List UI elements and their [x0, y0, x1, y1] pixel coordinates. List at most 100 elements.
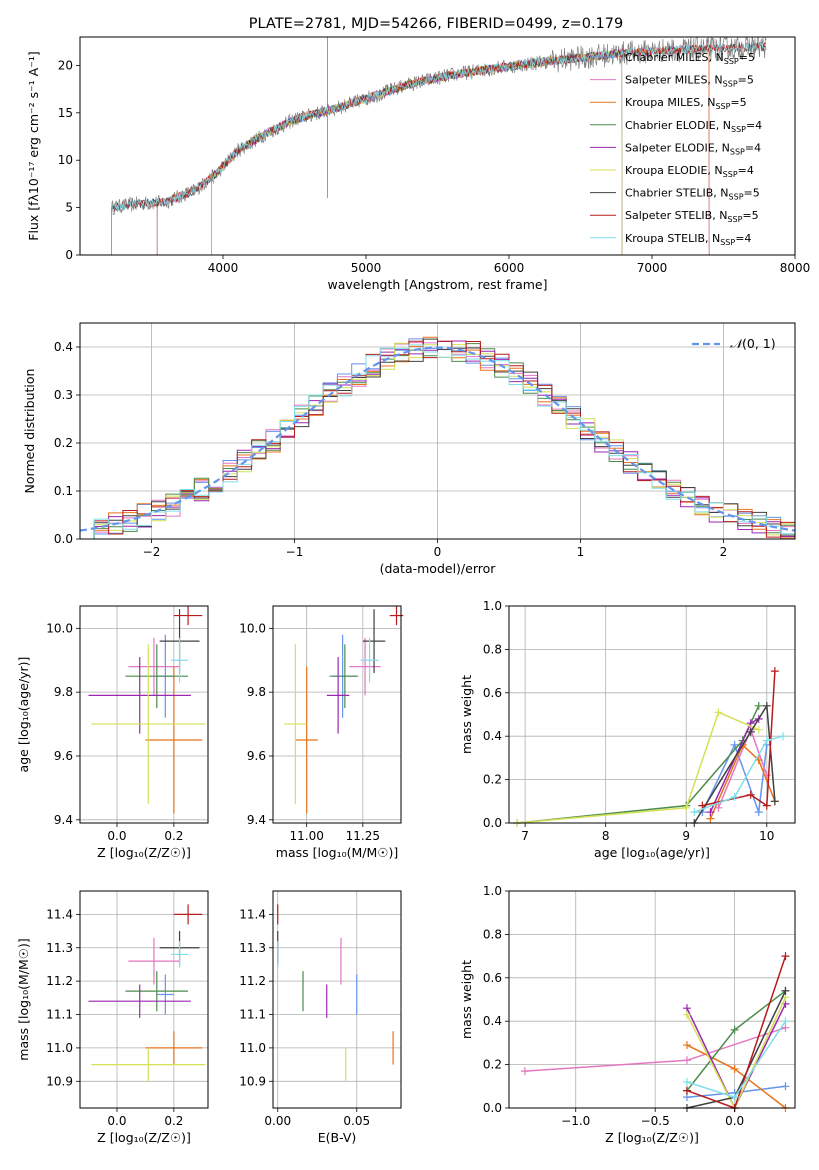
y-tick-label: 0.8 [483, 927, 502, 941]
x-axis-label: age [log₁₀(age/yr)] [594, 845, 710, 860]
x-tick-label: 0.2 [164, 1114, 183, 1128]
legend-label: Salpeter STELIB, NSSP=5 [625, 209, 759, 224]
residual-histogram [80, 344, 795, 540]
y-tick-label: 10.0 [46, 621, 73, 635]
x-tick-label: 11.00 [290, 829, 324, 843]
x-tick-label: 9 [682, 829, 690, 843]
x-axis-label: Z [log₁₀(Z/Z☉)] [605, 1130, 699, 1145]
legend-label: Chabrier ELODIE, NSSP=4 [625, 119, 762, 134]
y-tick-label: 0.2 [54, 436, 73, 450]
residuals-panel: −2 −1 0 1 2 0.0 0.1 0.2 0.3 0.4 (data-model)/error… [22, 322, 796, 576]
mass-weight-line [694, 735, 784, 813]
errorbar-point [171, 637, 189, 683]
y-tick-label: 10.0 [239, 621, 266, 635]
x-axis-label: (data-model)/error [380, 561, 497, 576]
y-tick-label: 9.4 [247, 813, 266, 827]
y-tick-label: 0.6 [483, 686, 502, 700]
mass-weight-marker [682, 1010, 691, 1019]
errorbar-point [145, 1031, 203, 1065]
y-axis-label: Normed distribution [22, 369, 37, 494]
y-tick-label: 11.3 [46, 941, 73, 955]
x-axis-label: Z [log₁₀(Z/Z☉)] [97, 1130, 191, 1145]
mass-weight-marker [781, 952, 790, 961]
x-axis-label: wavelength [Angstrom, rest frame] [327, 277, 547, 292]
errorbar-point [156, 974, 174, 1015]
mass-weight-marker [781, 1082, 790, 1091]
errorbar-point [284, 644, 307, 804]
y-tick-label: 11.3 [239, 941, 266, 955]
legend-label: Salpeter MILES, NSSP=5 [625, 74, 754, 89]
mass-weight-line [709, 743, 776, 819]
mass-weight-line [693, 703, 776, 824]
mass-weight-marker [682, 1086, 691, 1095]
x-tick-label: 11.25 [346, 829, 380, 843]
mass-vs-Z-panel: 0.0 0.2 10.9 11.0 11.1 11.2 11.3 11.4 Z [log₁₀(Z… [16, 890, 209, 1145]
errorbar-point [128, 637, 180, 696]
mass-weight-marker [781, 1017, 790, 1026]
axes-frame [272, 890, 402, 1109]
y-tick-label: 20 [58, 58, 73, 72]
age-vs-Z-panel: 0.0 0.2 9.4 9.6 9.8 10.0 Z [log₁₀(Z/Z☉)] age [l… [16, 605, 209, 860]
mass-weight-vs-age-panel: 7 8 9 10 0.0 0.2 0.4 0.6 0.8 1.0 age [log₁₀(age/yr… [459, 599, 796, 860]
x-tick-label: 0.2 [164, 829, 183, 843]
mass-weight-marker [690, 808, 699, 817]
mass-weight-marker [730, 1093, 739, 1102]
errorbar-point [171, 941, 189, 968]
errorbar-point [91, 1047, 206, 1082]
x-tick-label: 0.0 [107, 829, 126, 843]
x-tick-label: 0 [434, 545, 442, 559]
errorbar-point [349, 637, 381, 696]
mass-weight-line [701, 742, 768, 813]
x-axis-label: mass [log₁₀(M/M☉)] [276, 845, 398, 860]
x-tick-label: 5000 [351, 261, 382, 275]
y-tick-label: 0.0 [483, 816, 502, 830]
axes-frame [79, 890, 209, 1109]
mass-weight-marker [682, 803, 691, 812]
y-tick-label: 0.2 [483, 773, 502, 787]
errorbar-point [88, 657, 191, 734]
mass-weight-marker [754, 725, 763, 734]
x-tick-label: 1 [577, 545, 585, 559]
axes-frame [79, 36, 796, 256]
y-tick-label: 0 [65, 248, 73, 262]
y-tick-label: 9.6 [54, 749, 73, 763]
legend-label: Chabrier MILES, NSSP=5 [625, 51, 755, 66]
y-tick-label: 0.1 [54, 484, 73, 498]
y-tick-label: 9.8 [54, 685, 73, 699]
y-tick-label: 0.0 [483, 1101, 502, 1115]
y-tick-label: 1.0 [483, 599, 502, 613]
y-tick-label: 5 [65, 201, 73, 215]
residual-histogram [80, 340, 795, 540]
y-tick-label: 1.0 [483, 884, 502, 898]
y-tick-label: 11.1 [46, 1008, 73, 1022]
x-tick-label: 8000 [780, 261, 811, 275]
mass-weight-marker [762, 701, 771, 710]
x-tick-label: 7 [521, 829, 529, 843]
y-tick-label: 0.6 [483, 971, 502, 985]
errorbar-point [173, 904, 203, 925]
y-tick-label: 0.3 [54, 388, 73, 402]
errorbar-point [360, 637, 379, 683]
y-axis-label: mass weight [459, 675, 474, 754]
mass-weight-marker [730, 1025, 739, 1034]
mass-weight-marker [754, 808, 763, 817]
mass-weight-marker [746, 790, 755, 799]
legend-label: Kroupa ELODIE, NSSP=4 [625, 164, 754, 179]
spectrum-panel: 4000 5000 6000 7000 8000 0 5 10 15 20 wavelength [… [26, 36, 811, 292]
mass-weight-marker [762, 736, 771, 745]
y-tick-label: 0.2 [483, 1058, 502, 1072]
spectrum-legend: Chabrier MILES, NSSP=5 Salpeter MILES, NS… [590, 51, 762, 247]
x-tick-label: 8 [602, 829, 610, 843]
legend-label: Chabrier STELIB, NSSP=5 [625, 187, 760, 202]
y-tick-label: 10.9 [46, 1074, 73, 1088]
errorbar-point [91, 644, 206, 804]
figure-title: PLATE=2781, MJD=54266, FIBERID=0499, z=0… [249, 16, 623, 32]
mass-weight-marker [706, 808, 715, 817]
legend-label: Kroupa MILES, NSSP=5 [625, 96, 747, 111]
y-axis-label: mass weight [459, 960, 474, 1039]
x-tick-label: 6000 [494, 261, 525, 275]
mass-vs-ebv-panel: 0.00 0.05 10.9 11.0 11.1 11.2 11.3 11.4 E(B-V) [239, 890, 402, 1145]
y-axis-label: mass [log₁₀(M/M☉)] [16, 938, 31, 1060]
x-tick-label: 2 [720, 545, 728, 559]
